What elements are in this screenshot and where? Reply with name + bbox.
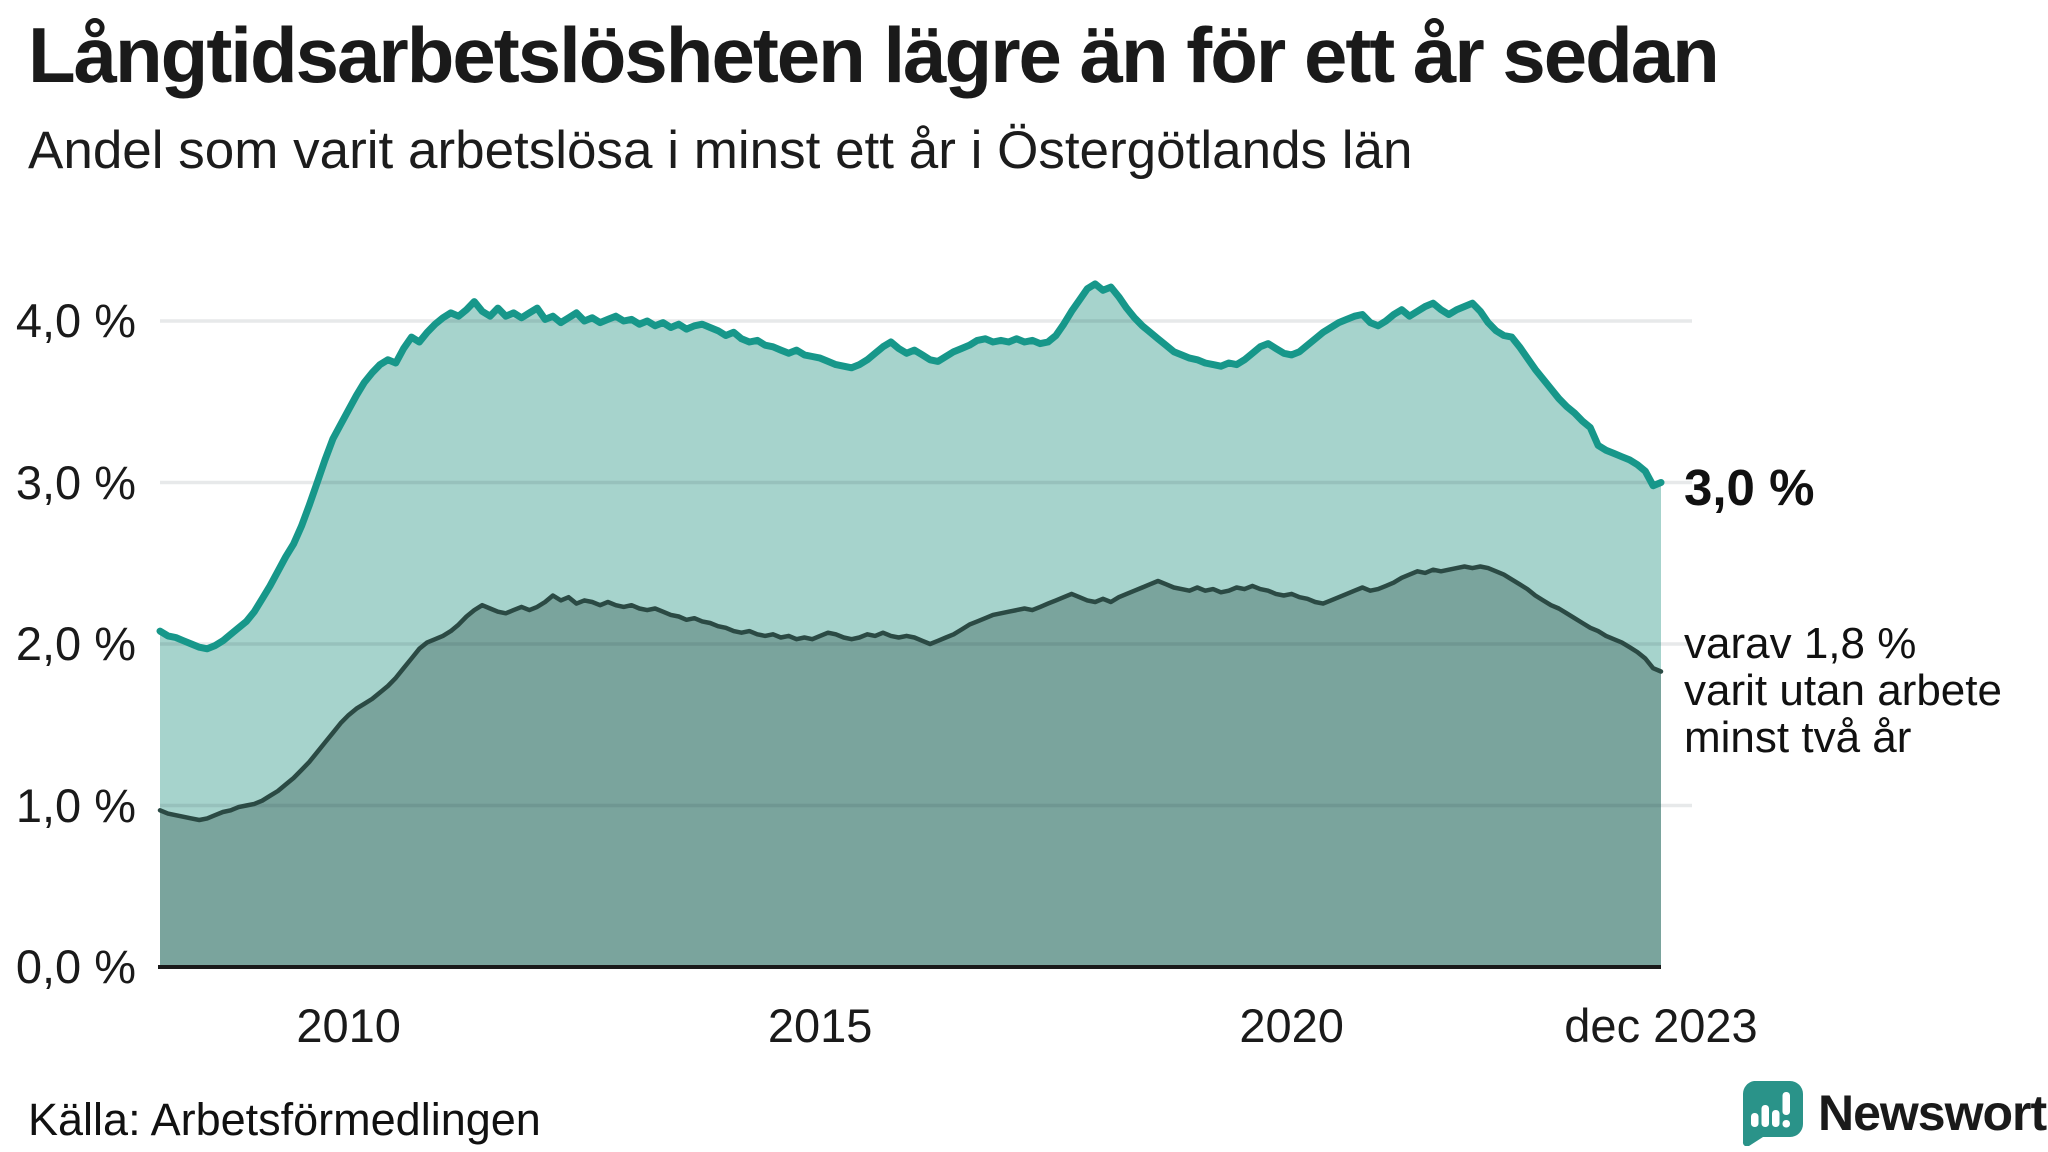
end-note-line-2: varit utan arbete: [1684, 666, 2002, 715]
end-value-label-1yr: 3,0 %: [1684, 459, 1815, 516]
newsworthy-bubble-icon: [1742, 1081, 1803, 1146]
page-subtitle: Andel som varit arbetslösa i minst ett å…: [28, 121, 1413, 180]
area-fill-2yr: [160, 566, 1661, 967]
newsworthy-wordmark: Newsworthy: [1818, 1085, 2048, 1141]
y-tick-label: 0,0 %: [15, 940, 136, 993]
x-tick-label: dec 2023: [1564, 999, 1758, 1052]
series-1yr-line: [156, 280, 1665, 653]
y-tick-label: 2,0 %: [15, 617, 136, 670]
newsworthy-logo: Newsworthy: [1740, 1080, 2048, 1146]
page-title: Långtidsarbetslösheten lägre än för ett …: [28, 11, 1720, 99]
end-note-line-3: minst två år: [1684, 713, 1912, 762]
end-note-label-2yr: varav 1,8 % varit utan arbete minst två …: [1684, 620, 2002, 761]
x-tick-label: 2010: [296, 999, 401, 1052]
y-tick-label: 1,0 %: [15, 778, 136, 832]
x-tick-label: 2015: [767, 999, 873, 1052]
y-tick-label: 4,0 %: [15, 294, 136, 347]
x-tick-label: 2020: [1239, 999, 1344, 1052]
end-note-line-1: varav 1,8 %: [1684, 619, 1917, 668]
gridlines: [160, 319, 1692, 808]
source-credit: Källa: Arbetsförmedlingen: [28, 1094, 541, 1145]
y-tick-label: 3,0 %: [15, 455, 136, 509]
series-2yr-line: [157, 564, 1664, 823]
